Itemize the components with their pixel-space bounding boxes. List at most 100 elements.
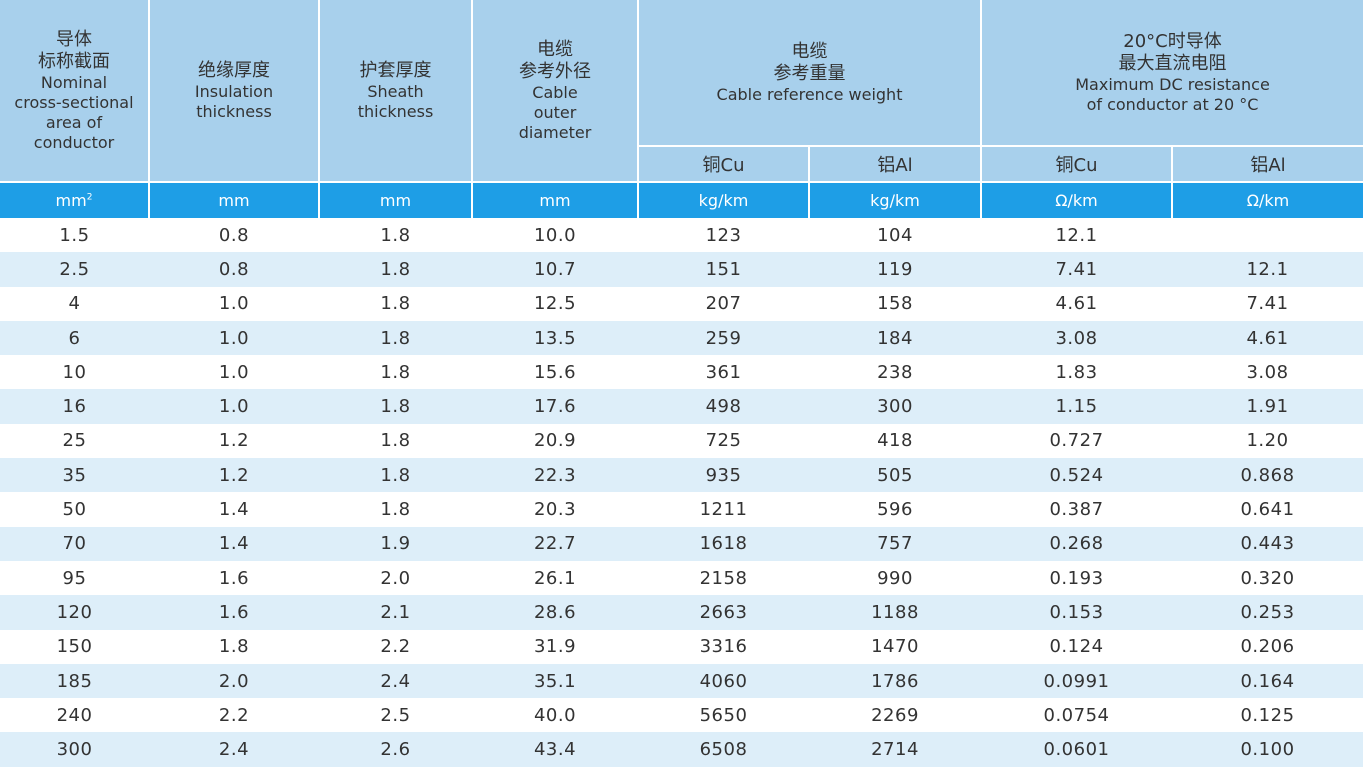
table-cell: 16	[0, 389, 149, 424]
table-cell: 2.4	[319, 663, 472, 699]
table-cell: 300	[0, 732, 149, 767]
unit-weight-al: kg/km	[809, 182, 982, 218]
table-cell: 10.7	[472, 252, 638, 287]
table-cell: 158	[809, 286, 981, 321]
table-cell: 1.8	[319, 320, 472, 356]
table-cell: 207	[638, 286, 809, 321]
table-cell: 20.3	[472, 492, 638, 527]
table-cell: 0.100	[1172, 732, 1363, 767]
table-cell: 1.5	[0, 218, 149, 253]
table-cell: 4	[0, 286, 149, 321]
table-cell: 361	[638, 355, 809, 390]
table-cell: 2.6	[319, 732, 472, 767]
table-cell: 2.5	[0, 252, 149, 287]
table-cell: 1.0	[149, 320, 319, 356]
table-cell: 2.0	[149, 663, 319, 699]
table-cell: 1.8	[319, 492, 472, 527]
table-cell: 0.387	[981, 492, 1172, 527]
unit-insulation: mm	[149, 182, 320, 218]
table-cell: 0.443	[1172, 526, 1363, 561]
table-cell: 1.8	[149, 629, 319, 664]
table-cell: 725	[638, 423, 809, 459]
table-cell: 95	[0, 560, 149, 596]
table-cell: 150	[0, 629, 149, 664]
table-cell: 2.4	[149, 732, 319, 767]
table-cell: 35.1	[472, 663, 638, 699]
table-cell: 1.83	[981, 355, 1172, 390]
table-cell: 0.727	[981, 423, 1172, 459]
table-cell: 1.4	[149, 492, 319, 527]
table-row: 70 1.4 1.9 22.7 1618 757 0.268 0.443	[0, 526, 1363, 561]
table-cell: 1.8	[319, 218, 472, 253]
table-cell: 0.206	[1172, 629, 1363, 664]
table-cell: 1.8	[319, 252, 472, 287]
unit-diameter: mm	[472, 182, 639, 218]
subheader-weight-al: 铝Al	[809, 146, 982, 183]
table-cell: 1.9	[319, 526, 472, 561]
table-row: 1.5 0.8 1.8 10.0 123 104 12.1	[0, 218, 1363, 253]
table-cell: 2.0	[319, 560, 472, 596]
table-row: 4 1.0 1.8 12.5 207 158 4.61 7.41	[0, 286, 1363, 321]
table-cell: 1.8	[319, 423, 472, 459]
table-cell: 0.8	[149, 252, 319, 287]
table-cell: 104	[809, 218, 981, 253]
table-cell: 1.0	[149, 389, 319, 424]
table-cell: 1.6	[149, 560, 319, 596]
table-cell: 1.8	[319, 389, 472, 424]
table-cell: 22.3	[472, 458, 638, 493]
table-cell: 418	[809, 423, 981, 459]
header-sheath-thickness: 护套厚度 Sheath thickness	[319, 0, 473, 183]
table-cell: 2.2	[319, 629, 472, 664]
table-cell: 7.41	[1172, 286, 1363, 321]
table-row: 150 1.8 2.2 31.9 3316 1470 0.124 0.206	[0, 629, 1363, 664]
table-cell: 505	[809, 458, 981, 493]
table-cell: 20.9	[472, 423, 638, 459]
table-cell: 240	[0, 698, 149, 733]
table-cell: 70	[0, 526, 149, 561]
unit-weight-cu: kg/km	[638, 182, 810, 218]
table-cell: 1.2	[149, 458, 319, 493]
table-cell: 185	[0, 663, 149, 699]
table-row: 25 1.2 1.8 20.9 725 418 0.727 1.20	[0, 423, 1363, 459]
table-cell: 1.8	[319, 355, 472, 390]
table-cell: 5650	[638, 698, 809, 733]
table-cell: 0.320	[1172, 560, 1363, 596]
table-cell: 757	[809, 526, 981, 561]
table-cell: 238	[809, 355, 981, 390]
table-cell: 12.1	[1172, 252, 1363, 287]
table-cell: 1.20	[1172, 423, 1363, 459]
table-cell: 0.0754	[981, 698, 1172, 733]
table-cell: 2.1	[319, 595, 472, 630]
table-cell: 1.0	[149, 286, 319, 321]
table-cell: 2.5	[319, 698, 472, 733]
table-cell: 4060	[638, 663, 809, 699]
table-cell: 498	[638, 389, 809, 424]
table-cell	[1172, 218, 1363, 253]
table-cell: 596	[809, 492, 981, 527]
table-cell: 990	[809, 560, 981, 596]
table-cell: 1.91	[1172, 389, 1363, 424]
table-cell: 0.8	[149, 218, 319, 253]
table-cell: 0.641	[1172, 492, 1363, 527]
header-outer-diameter: 电缆 参考外径 Cable outer diameter	[472, 0, 639, 183]
table-row: 95 1.6 2.0 26.1 2158 990 0.193 0.320	[0, 560, 1363, 596]
table-cell: 935	[638, 458, 809, 493]
table-row: 240 2.2 2.5 40.0 5650 2269 0.0754 0.125	[0, 698, 1363, 733]
table-cell: 6508	[638, 732, 809, 767]
header-cross-section: 导体 标称截面 Nominal cross-sectional area of …	[0, 0, 150, 183]
table-cell: 50	[0, 492, 149, 527]
unit-sheath: mm	[319, 182, 473, 218]
table-cell: 15.6	[472, 355, 638, 390]
unit-resistance-al: Ω/km	[1172, 182, 1363, 218]
table-cell: 1.4	[149, 526, 319, 561]
table-cell: 184	[809, 320, 981, 356]
table-cell: 1211	[638, 492, 809, 527]
table-row: 120 1.6 2.1 28.6 2663 1188 0.153 0.253	[0, 595, 1363, 630]
table-cell: 259	[638, 320, 809, 356]
table-cell: 119	[809, 252, 981, 287]
table-cell: 2158	[638, 560, 809, 596]
table-cell: 1.15	[981, 389, 1172, 424]
table-row: 16 1.0 1.8 17.6 498 300 1.15 1.91	[0, 389, 1363, 424]
table-cell: 0.125	[1172, 698, 1363, 733]
table-cell: 10	[0, 355, 149, 390]
